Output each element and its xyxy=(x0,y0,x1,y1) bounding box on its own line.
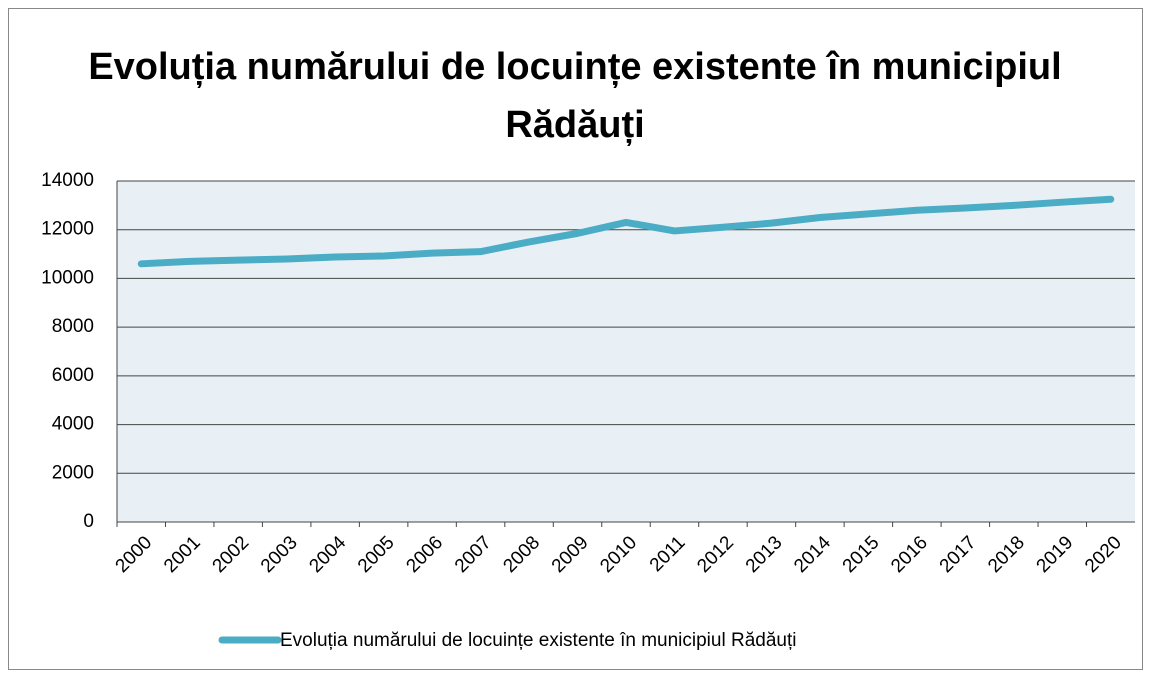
chart-title: Evoluția numărului de locuințe existente… xyxy=(88,46,1062,146)
y-tick-label: 0 xyxy=(83,511,94,532)
y-tick-label: 12000 xyxy=(41,219,94,240)
y-tick-label: 8000 xyxy=(52,316,94,337)
line-series xyxy=(137,195,1115,268)
plot-area xyxy=(117,181,1135,522)
y-tick-label: 4000 xyxy=(52,414,94,435)
y-tick-label: 14000 xyxy=(41,170,94,191)
y-tick-label: 10000 xyxy=(41,267,94,288)
legend-label: Evoluția numărului de locuințe existente… xyxy=(280,630,796,651)
y-tick-label: 2000 xyxy=(52,462,94,483)
y-tick-label: 6000 xyxy=(52,365,94,386)
